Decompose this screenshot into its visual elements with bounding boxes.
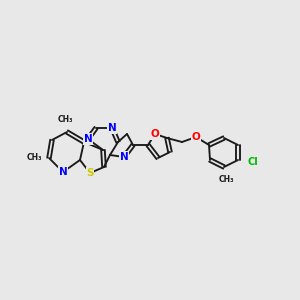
Text: CH₃: CH₃ (26, 154, 42, 163)
Text: Cl: Cl (248, 157, 259, 167)
Text: O: O (192, 132, 200, 142)
Text: O: O (151, 129, 159, 139)
Text: CH₃: CH₃ (218, 175, 234, 184)
Text: N: N (58, 167, 68, 177)
Text: N: N (84, 134, 92, 144)
Text: N: N (108, 123, 116, 133)
Text: S: S (86, 168, 94, 178)
Text: N: N (120, 152, 128, 162)
Text: CH₃: CH₃ (57, 115, 73, 124)
